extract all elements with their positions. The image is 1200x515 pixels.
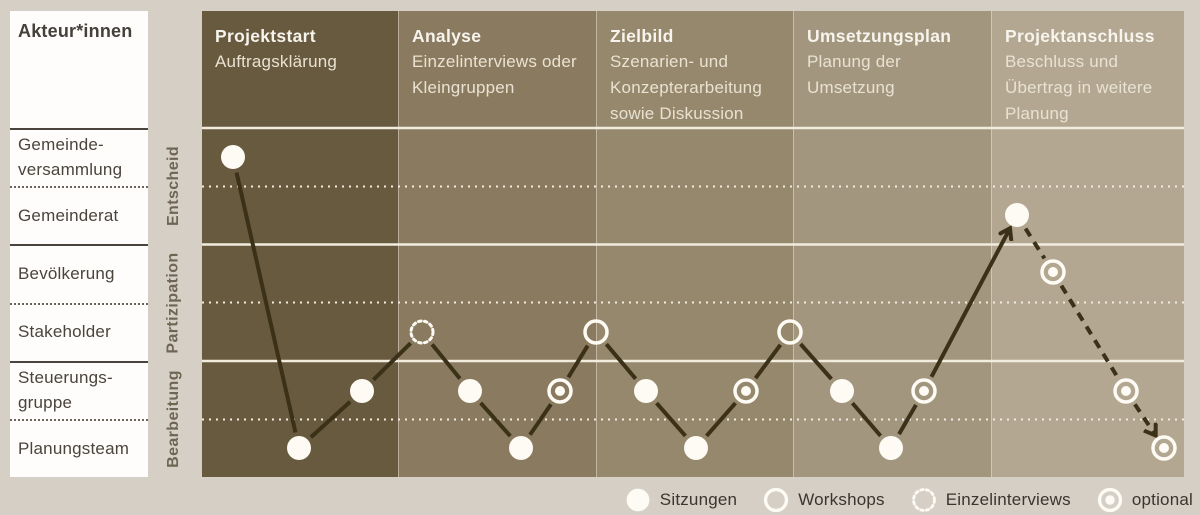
legend-item-workshops: Workshops bbox=[763, 487, 885, 513]
phase-title: Analyse bbox=[412, 26, 482, 46]
chart-link bbox=[705, 401, 737, 438]
chart-link bbox=[479, 401, 512, 438]
chart-link bbox=[309, 400, 352, 439]
phase-subtitle: Szenarien- und Konzepterarbeitung sowie … bbox=[610, 52, 762, 123]
legend-label: Workshops bbox=[798, 490, 885, 509]
phase-subtitle: Beschluss und Übertrag in weitere Planun… bbox=[1005, 52, 1153, 123]
optional-icon bbox=[1097, 487, 1122, 513]
einzelinterviews-icon bbox=[911, 488, 936, 512]
chart-link bbox=[234, 172, 298, 433]
chart-link bbox=[655, 401, 687, 438]
chart-node-workshop bbox=[777, 319, 803, 345]
chart-node-sitzung bbox=[830, 379, 854, 403]
chart-link bbox=[1023, 227, 1047, 260]
chart-link bbox=[897, 403, 918, 436]
phase-subtitle: Auftragsklärung bbox=[215, 52, 338, 71]
chart-link bbox=[604, 342, 638, 381]
sitzungen-icon bbox=[626, 488, 650, 512]
legend-item-einzelinterviews: Einzelinterviews bbox=[911, 487, 1071, 513]
actors-panel: Akteur*innen Gemeinde- versammlung Gemei… bbox=[10, 11, 148, 477]
workshops-icon bbox=[764, 487, 789, 513]
chart-node-sitzung bbox=[458, 379, 482, 403]
actor-row-steuerungsgruppe: Steuerungs- gruppe bbox=[10, 360, 148, 419]
phase-title: Umsetzungsplan bbox=[807, 26, 952, 46]
legend-item-sitzungen: Sitzungen bbox=[625, 487, 737, 513]
legend-label: optional bbox=[1131, 490, 1193, 509]
chart-node-optional bbox=[1113, 378, 1139, 404]
legend-item-optional: optional bbox=[1097, 487, 1193, 513]
legend: Sitzungen Workshops Einzelinterviews opt… bbox=[625, 486, 1193, 514]
phase-title: Projektstart bbox=[215, 26, 316, 46]
legend-label: Sitzungen bbox=[659, 490, 738, 509]
chart-node-einzelinterview bbox=[409, 319, 435, 345]
chart-link bbox=[566, 344, 590, 379]
phase-title: Zielbild bbox=[610, 26, 674, 46]
chart-node-sitzung bbox=[879, 436, 903, 460]
actor-row-planungsteam: Planungsteam bbox=[10, 418, 148, 477]
phase-title: Projektanschluss bbox=[1005, 26, 1155, 46]
chart-node-workshop bbox=[583, 319, 609, 345]
chart-links bbox=[234, 172, 1156, 439]
chart-link bbox=[850, 401, 883, 438]
chart-node-sitzung bbox=[684, 436, 708, 460]
chart-link bbox=[753, 343, 783, 380]
actor-row-gemeindeversammlung: Gemeinde- versammlung bbox=[10, 128, 148, 186]
chart-node-optional bbox=[1151, 435, 1177, 461]
chart-node-sitzung bbox=[350, 379, 374, 403]
chart-node-optional bbox=[911, 378, 937, 404]
chart-node-sitzung bbox=[509, 436, 533, 460]
phase-subtitle: Einzelinterviews oder Kleingruppen bbox=[412, 52, 577, 97]
chart-link bbox=[799, 342, 833, 381]
chart-node-sitzung bbox=[287, 436, 311, 460]
chart-node-optional bbox=[733, 378, 759, 404]
chart-node-sitzung bbox=[634, 379, 658, 403]
actors-title: Akteur*innen bbox=[18, 21, 133, 41]
chart-node-optional bbox=[547, 378, 573, 404]
chart-link bbox=[929, 228, 1010, 378]
phase-subtitle: Planung der Umsetzung bbox=[807, 52, 901, 97]
chart-link bbox=[528, 403, 553, 436]
chart-nodes bbox=[221, 145, 1177, 461]
chart-link bbox=[430, 343, 462, 380]
chart-node-sitzung bbox=[221, 145, 245, 169]
actor-row-stakeholder: Stakeholder bbox=[10, 302, 148, 361]
chart-link bbox=[1059, 284, 1120, 379]
chart-link bbox=[1133, 403, 1156, 435]
chart-node-sitzung bbox=[1005, 203, 1029, 227]
chart-gridlines bbox=[202, 126, 1184, 421]
actor-row-bevoelkerung: Bevölkerung bbox=[10, 244, 148, 302]
chart-link bbox=[372, 341, 412, 382]
chart-node-optional bbox=[1040, 259, 1066, 285]
actor-row-gemeinderat: Gemeinderat bbox=[10, 186, 148, 244]
legend-label: Einzelinterviews bbox=[945, 490, 1071, 509]
